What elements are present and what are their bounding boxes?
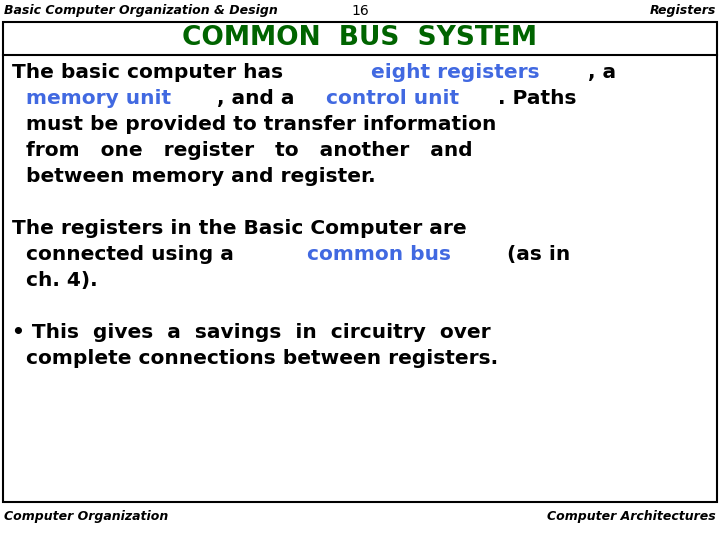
- Text: memory unit: memory unit: [12, 89, 171, 108]
- Text: . Paths: . Paths: [498, 89, 577, 108]
- Text: Computer Organization: Computer Organization: [4, 510, 168, 523]
- Text: 16: 16: [351, 4, 369, 18]
- Text: between memory and register.: between memory and register.: [12, 167, 376, 186]
- Text: The basic computer has: The basic computer has: [12, 63, 290, 82]
- Text: The registers in the Basic Computer are: The registers in the Basic Computer are: [12, 219, 467, 238]
- Text: ch. 4).: ch. 4).: [12, 271, 98, 290]
- Bar: [3, 22, 717, 502]
- Text: connected using a: connected using a: [12, 245, 241, 264]
- Text: from   one   register   to   another   and: from one register to another and: [12, 141, 472, 160]
- Text: complete connections between registers.: complete connections between registers.: [12, 349, 498, 368]
- Text: , a: , a: [588, 63, 616, 82]
- Text: (as in: (as in: [493, 245, 570, 264]
- Text: • This  gives  a  savings  in  circuitry  over: • This gives a savings in circuitry over: [12, 323, 490, 342]
- Text: Computer Architectures: Computer Architectures: [547, 510, 716, 523]
- Text: control unit: control unit: [326, 89, 459, 108]
- Text: Registers: Registers: [649, 4, 716, 17]
- Text: eight registers: eight registers: [371, 63, 539, 82]
- Text: , and a: , and a: [217, 89, 302, 108]
- Text: common bus: common bus: [307, 245, 451, 264]
- Text: must be provided to transfer information: must be provided to transfer information: [12, 115, 496, 134]
- Text: Basic Computer Organization & Design: Basic Computer Organization & Design: [4, 4, 278, 17]
- Text: COMMON  BUS  SYSTEM: COMMON BUS SYSTEM: [182, 25, 538, 51]
